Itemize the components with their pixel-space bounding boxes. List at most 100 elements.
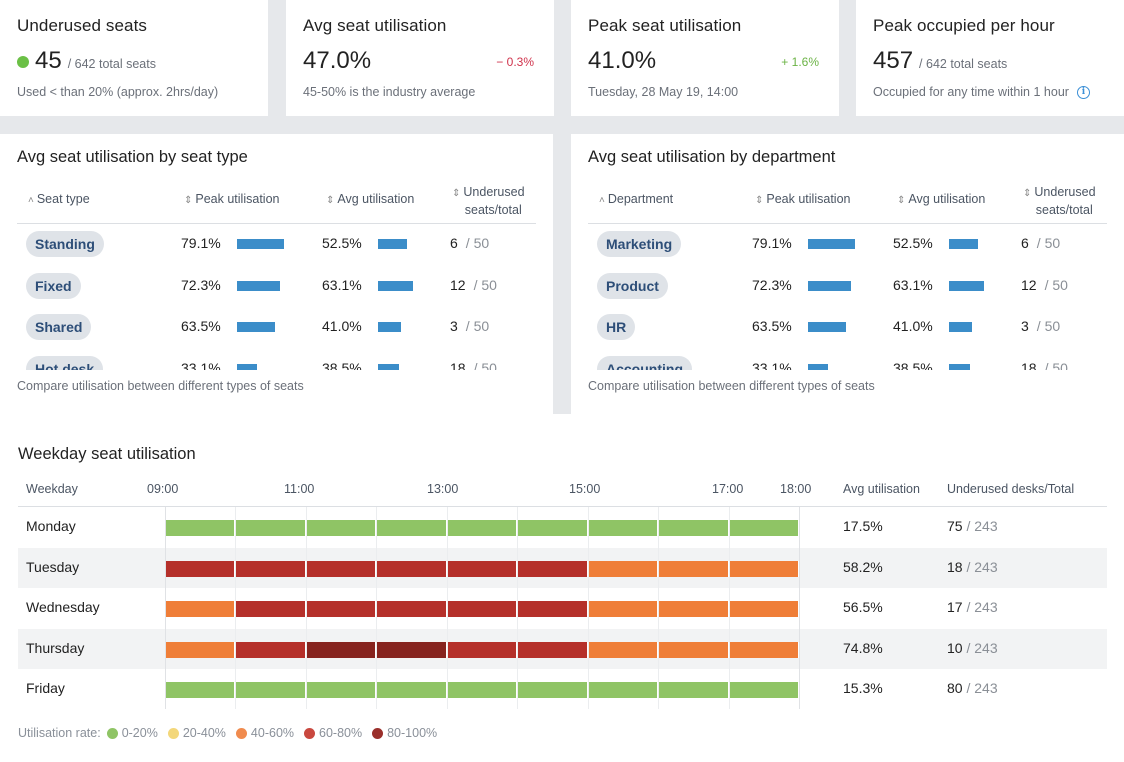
utilisation-segment[interactable] (729, 520, 799, 536)
header-label: Department (607, 192, 674, 206)
underused-desks: 17 / 243 (947, 599, 998, 615)
utilisation-segment[interactable] (235, 560, 306, 577)
sort-department-avg[interactable]: ⇕ Avg utilisation (897, 192, 985, 206)
desk-total: / 243 (962, 599, 998, 615)
col-weekday: Weekday (26, 482, 78, 496)
utilisation-segment[interactable] (306, 520, 376, 536)
avg-value: 41.0% (893, 318, 933, 334)
sort-seat_type-avg[interactable]: ⇕ Avg utilisation (326, 192, 414, 206)
grid-line (588, 507, 589, 709)
seat_type-pill-fixed[interactable]: Fixed (26, 272, 81, 299)
sort-department-underused[interactable]: ⇕ Underused seats/total (1023, 184, 1096, 218)
utilisation-segment[interactable] (235, 641, 306, 658)
legend-swatch (304, 727, 316, 739)
utilisation-segment[interactable] (588, 560, 658, 577)
utilisation-segment[interactable] (306, 560, 376, 577)
utilisation-segment[interactable] (165, 560, 235, 577)
divider (18, 506, 1107, 507)
sort-seat_type-peak[interactable]: ⇕ Peak utilisation (184, 192, 279, 206)
utilisation-segment[interactable] (235, 520, 306, 536)
underused-count: 18 (450, 359, 466, 371)
utilisation-segment[interactable] (588, 682, 658, 698)
department-pill-accounting[interactable]: Accounting (597, 355, 692, 370)
kpi-peak-utilisation: Peak seat utilisation 41.0% + 1.6% Tuesd… (571, 0, 839, 116)
underused-count: 10 (947, 639, 963, 656)
utilisation-segment[interactable] (729, 682, 799, 698)
sort-department-peak[interactable]: ⇕ Peak utilisation (755, 192, 850, 206)
utilisation-segment[interactable] (658, 641, 729, 658)
utilisation-segment[interactable] (517, 682, 588, 698)
utilisation-segment[interactable] (235, 601, 306, 617)
legend-label: Utilisation rate: (18, 726, 101, 740)
kpi-underused-seats: Underused seats 45 / 642 total seats Use… (0, 0, 268, 116)
avg-value: 63.1% (893, 276, 933, 293)
utilisation-segment[interactable] (729, 641, 799, 658)
sort-department-name[interactable]: ˄ Department (599, 192, 673, 206)
grid-line (658, 507, 659, 709)
header-label: Peak utilisation (195, 192, 280, 206)
utilisation-segment[interactable] (165, 520, 235, 536)
utilisation-segment[interactable] (447, 682, 517, 698)
utilisation-segment[interactable] (447, 520, 517, 536)
grid-line (447, 507, 448, 709)
utilisation-segment[interactable] (235, 682, 306, 698)
utilisation-segment[interactable] (447, 601, 517, 617)
utilisation-segment[interactable] (658, 601, 729, 617)
utilisation-segment[interactable] (165, 682, 235, 698)
info-icon[interactable]: i (1076, 85, 1090, 99)
weekday-name: Monday (26, 518, 76, 534)
seat_type-title: Avg seat utilisation by seat type (17, 148, 248, 166)
kpi-value: 457 (873, 47, 914, 74)
utilisation-segment[interactable] (729, 560, 799, 577)
utilisation-segment[interactable] (517, 641, 588, 658)
peak-bar (237, 363, 257, 370)
sort-icon: ⇕ (897, 195, 906, 206)
utilisation-segment[interactable] (376, 641, 447, 658)
utilisation-segment[interactable] (517, 560, 588, 577)
underused-count: 17 (947, 599, 963, 615)
avg-utilisation-value: 15.3% (843, 680, 883, 696)
utilisation-segment[interactable] (376, 601, 447, 617)
avg-bar (378, 322, 401, 332)
peak-value: 63.5% (181, 318, 221, 334)
utilisation-segment[interactable] (517, 601, 588, 617)
sort-seat_type-name[interactable]: ˄ Seat type (28, 192, 90, 206)
legend-swatch (106, 727, 118, 739)
department-pill-hr[interactable]: HR (597, 314, 636, 340)
department-pill-marketing[interactable]: Marketing (597, 231, 682, 257)
utilisation-segment[interactable] (517, 520, 588, 536)
grid-line (165, 507, 166, 709)
utilisation-segment[interactable] (447, 641, 517, 658)
desk-total: / 243 (962, 558, 998, 575)
utilisation-segment[interactable] (376, 560, 447, 577)
seat_type-pill-standing[interactable]: Standing (26, 231, 104, 257)
utilisation-segment[interactable] (729, 601, 799, 617)
kpi-sub: / 642 total seats (67, 57, 156, 71)
utilisation-segment[interactable] (165, 601, 235, 617)
department-pill-product[interactable]: Product (597, 272, 668, 299)
utilisation-segment[interactable] (306, 601, 376, 617)
utilisation-segment[interactable] (658, 560, 729, 577)
underused-count: 3 (1021, 318, 1029, 334)
seat_type-pill-shared[interactable]: Shared (26, 314, 92, 340)
seat_type-pill-hot-desk[interactable]: Hot desk (26, 355, 104, 370)
underused-total: 3 / 50 (450, 318, 489, 334)
utilisation-segment[interactable] (376, 682, 447, 698)
sort-seat_type-underused[interactable]: ⇕ Underused seats/total (452, 184, 525, 218)
utilisation-segment[interactable] (376, 520, 447, 536)
utilisation-segment[interactable] (306, 682, 376, 698)
header-label: Underused (1034, 185, 1096, 199)
peak-bar (237, 280, 280, 291)
utilisation-segment[interactable] (588, 601, 658, 617)
divider (17, 223, 536, 224)
utilisation-segment[interactable] (306, 641, 376, 658)
utilisation-segment[interactable] (658, 682, 729, 698)
utilisation-segment[interactable] (658, 520, 729, 536)
utilisation-segment[interactable] (165, 641, 235, 658)
utilisation-segment[interactable] (588, 520, 658, 536)
legend-item: 80-100% (372, 726, 437, 740)
underused-desks: 80 / 243 (947, 680, 998, 696)
utilisation-segment[interactable] (447, 560, 517, 577)
avg-utilisation-value: 17.5% (843, 518, 883, 534)
utilisation-segment[interactable] (588, 641, 658, 658)
